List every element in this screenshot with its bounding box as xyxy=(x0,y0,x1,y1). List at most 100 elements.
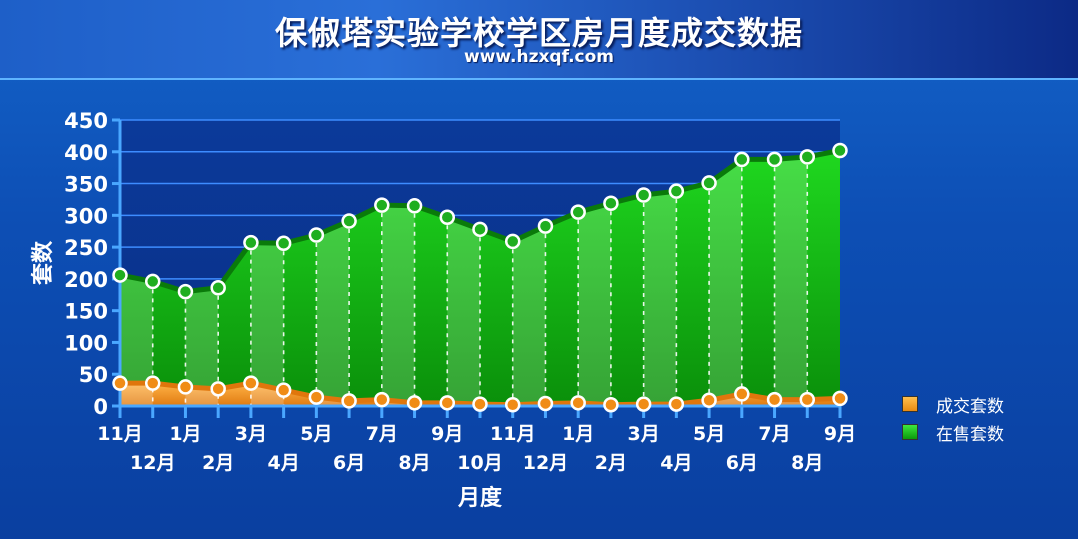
data-point-deals xyxy=(210,381,226,397)
data-point-deals xyxy=(341,393,357,409)
y-tick-label: 150 xyxy=(64,300,108,324)
data-point-listings xyxy=(668,183,685,199)
data-point-listings xyxy=(210,280,226,296)
area-band xyxy=(185,386,219,406)
y-tick-label: 400 xyxy=(64,141,108,165)
x-tick-label: 5月 xyxy=(693,423,725,445)
area-band xyxy=(512,226,546,406)
x-tick-label: 2月 xyxy=(202,452,234,474)
legend-label-listings: 在售套数 xyxy=(936,424,1004,445)
legend-item-listings: 在售套数 xyxy=(902,422,1004,445)
data-point-listings xyxy=(144,273,161,290)
y-axis-title: 套数 xyxy=(30,240,56,285)
legend-swatch-deals xyxy=(902,396,918,412)
y-tick-label: 250 xyxy=(64,236,108,260)
x-tick-label: 5月 xyxy=(300,423,332,445)
data-point-deals xyxy=(504,396,521,413)
data-point-listings xyxy=(406,198,423,214)
area-band xyxy=(643,191,677,406)
data-point-deals xyxy=(635,396,652,412)
area-band xyxy=(709,159,742,406)
x-tick-label: 7月 xyxy=(758,423,790,445)
x-tick-label: 9月 xyxy=(431,423,463,445)
data-point-deals xyxy=(144,375,161,391)
x-tick-label: 3月 xyxy=(235,423,267,445)
data-point-listings xyxy=(341,213,357,229)
x-tick-label: 3月 xyxy=(628,423,660,445)
data-point-listings xyxy=(832,142,848,159)
data-point-listings xyxy=(177,283,194,300)
data-point-deals xyxy=(537,395,554,412)
y-tick-label: 300 xyxy=(64,204,108,228)
chart-subtitle: www.hzxqf.com xyxy=(463,47,614,67)
x-tick-label: 4月 xyxy=(660,452,692,474)
x-tick-label: 1月 xyxy=(562,423,594,445)
data-point-deals xyxy=(374,391,390,408)
area-band xyxy=(120,275,153,406)
area-band xyxy=(381,205,415,406)
data-point-deals xyxy=(603,396,619,413)
data-point-listings xyxy=(374,197,390,213)
x-axis-title: 月度 xyxy=(457,485,503,511)
legend-swatch-listings xyxy=(902,424,918,440)
data-point-deals xyxy=(766,391,783,408)
x-tick-label: 8月 xyxy=(791,452,823,474)
x-tick-label: 11月 xyxy=(97,423,142,445)
area-band xyxy=(120,383,153,406)
data-point-deals xyxy=(406,395,423,411)
data-point-deals xyxy=(243,375,259,391)
series-area-listings xyxy=(120,150,840,406)
area-band xyxy=(185,287,219,406)
data-point-listings xyxy=(766,151,783,168)
x-tick-label: 4月 xyxy=(268,452,300,474)
x-tick-label: 10月 xyxy=(457,452,502,474)
data-point-deals xyxy=(799,391,816,408)
data-point-deals xyxy=(112,375,128,391)
x-tick-label: 9月 xyxy=(824,423,856,445)
data-point-listings xyxy=(112,267,128,283)
data-point-deals xyxy=(177,379,194,395)
data-point-listings xyxy=(537,218,554,234)
data-point-listings xyxy=(472,221,488,238)
data-point-listings xyxy=(439,209,456,225)
data-point-listings xyxy=(308,227,325,243)
chart-header: 保俶塔实验学校学区房月度成交数据 www.hzxqf.com xyxy=(0,0,1078,80)
area-band xyxy=(447,217,480,406)
data-point-listings xyxy=(635,187,652,203)
chart-title: 保俶塔实验学校学区房月度成交数据 xyxy=(274,14,803,52)
y-tick-label: 100 xyxy=(64,331,108,355)
data-point-deals xyxy=(701,392,717,409)
area-band xyxy=(316,221,350,406)
y-tick-label: 450 xyxy=(64,109,108,133)
x-tick-label: 12月 xyxy=(523,452,568,474)
data-point-deals xyxy=(472,396,488,412)
data-point-deals xyxy=(275,382,292,398)
data-point-listings xyxy=(799,149,816,165)
x-tick-label: 8月 xyxy=(398,452,430,474)
series-area-deals xyxy=(120,383,840,406)
data-point-listings xyxy=(275,235,292,252)
data-point-deals xyxy=(734,386,750,402)
x-tick-label: 6月 xyxy=(726,452,758,474)
data-point-deals xyxy=(439,395,456,411)
y-tick-label: 200 xyxy=(64,268,108,292)
data-point-deals xyxy=(308,389,325,405)
data-point-listings xyxy=(243,234,259,251)
y-tick-label: 350 xyxy=(64,173,108,197)
data-point-listings xyxy=(603,195,619,212)
area-band xyxy=(578,203,611,406)
data-point-listings xyxy=(570,204,586,220)
y-tick-label: 50 xyxy=(79,363,108,387)
x-tick-label: 7月 xyxy=(366,423,398,445)
data-point-deals xyxy=(668,396,685,412)
x-tick-label: 6月 xyxy=(333,452,365,474)
data-point-listings xyxy=(734,151,750,168)
x-tick-label: 1月 xyxy=(169,423,201,445)
data-point-deals xyxy=(570,395,586,411)
legend-label-deals: 成交套数 xyxy=(936,396,1004,417)
data-point-deals xyxy=(832,390,848,407)
x-tick-label: 11月 xyxy=(490,423,535,445)
data-point-listings xyxy=(504,233,521,250)
